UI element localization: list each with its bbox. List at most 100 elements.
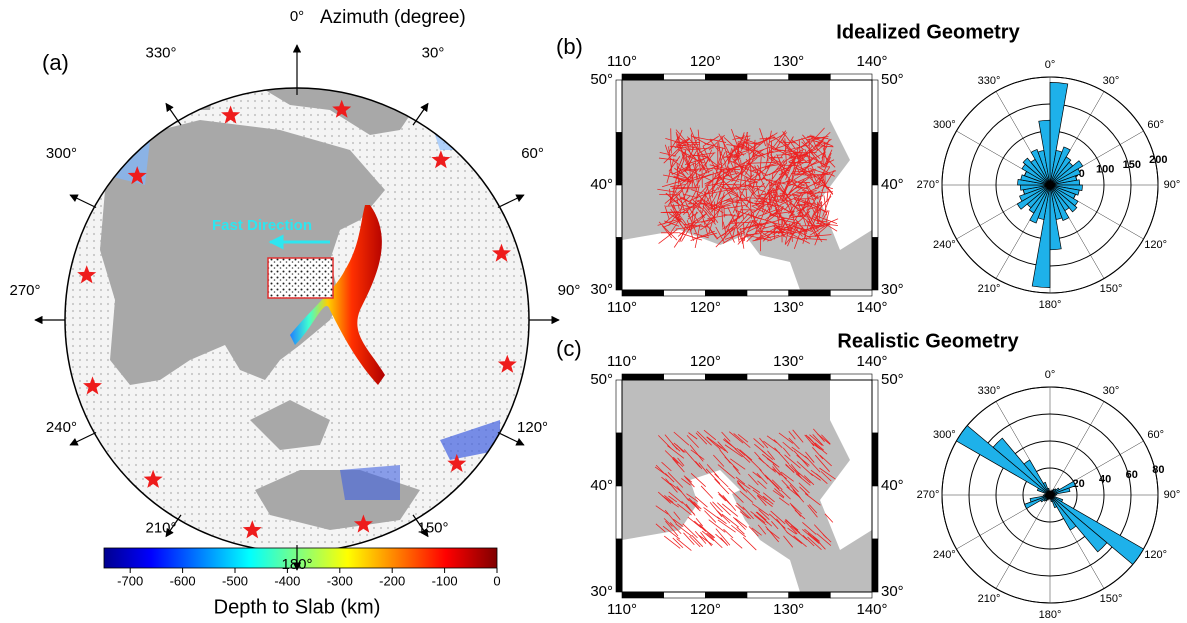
- splitting-bar: [746, 226, 763, 242]
- splitting-bar: [706, 436, 721, 450]
- splitting-bar: [755, 226, 779, 240]
- splitting-bar: [808, 504, 818, 514]
- map-frame: [871, 79, 879, 133]
- splitting-bar: [672, 456, 684, 467]
- colorbar-tick-label: -400: [274, 573, 300, 588]
- splitting-bar: [788, 172, 806, 184]
- splitting-bar: [770, 192, 778, 211]
- splitting-bar: [819, 467, 836, 480]
- splitting-bar: [655, 464, 665, 474]
- splitting-bar: [809, 434, 823, 446]
- splitting-bar: [810, 473, 821, 481]
- splitting-bar: [719, 151, 726, 165]
- splitting-bar: [821, 152, 825, 165]
- splitting-bar: [798, 482, 810, 494]
- splitting-bar: [669, 171, 690, 180]
- splitting-bar: [736, 447, 746, 457]
- splitting-bar: [767, 450, 775, 461]
- splitting-bar: [736, 526, 745, 535]
- splitting-bar: [680, 164, 689, 176]
- rose-petal: [1049, 168, 1081, 186]
- splitting-bar: [661, 495, 679, 508]
- splitting-bar: [796, 205, 809, 212]
- splitting-bar: [788, 153, 806, 163]
- splitting-bar: [821, 434, 831, 445]
- splitting-bar: [683, 179, 692, 200]
- splitting-bar: [759, 437, 769, 449]
- splitting-bar: [675, 143, 700, 147]
- splitting-bar: [762, 495, 774, 505]
- splitting-bar: [814, 145, 834, 148]
- splitting-bar: [693, 185, 700, 209]
- splitting-bar: [686, 147, 714, 151]
- splitting-bar: [732, 465, 741, 475]
- splitting-bar: [718, 147, 727, 164]
- azimuth-label: 60°: [521, 145, 544, 162]
- splitting-bar: [683, 475, 693, 483]
- splitting-bar: [723, 528, 734, 539]
- splitting-bar: [817, 173, 824, 190]
- splitting-bar: [752, 178, 756, 191]
- x-tick-label: 110°: [607, 299, 637, 316]
- splitting-bar: [687, 516, 702, 529]
- panel-label: (c): [556, 336, 582, 361]
- splitting-bar: [764, 474, 780, 490]
- splitting-bar: [811, 442, 821, 450]
- splitting-bar: [681, 478, 691, 486]
- splitting-bar: [704, 211, 717, 225]
- station-star: [127, 166, 147, 185]
- splitting-bar: [697, 144, 714, 155]
- map-frame: [746, 373, 789, 381]
- splitting-bar: [664, 450, 679, 464]
- splitting-bar: [802, 529, 820, 544]
- splitting-bar: [749, 197, 753, 219]
- splitting-bar: [678, 179, 688, 206]
- splitting-bar: [737, 214, 753, 230]
- splitting-bar: [809, 222, 830, 236]
- splitting-bar: [765, 198, 771, 215]
- colorbar-tick-label: 0: [493, 573, 500, 588]
- radial-label: 20: [1072, 478, 1084, 490]
- splitting-bar: [747, 185, 757, 196]
- splitting-bar: [665, 520, 679, 537]
- splitting-bar: [792, 141, 810, 152]
- splitting-bar: [734, 132, 745, 157]
- splitting-bar: [772, 188, 781, 213]
- station-star: [221, 105, 241, 124]
- splitting-bar: [724, 444, 743, 458]
- azimuth-label: 30°: [422, 45, 445, 62]
- map-frame: [746, 289, 789, 297]
- splitting-bar: [803, 153, 827, 167]
- splitting-bar: [689, 189, 715, 202]
- azimuth-arrow: [165, 102, 182, 126]
- splitting-bar: [768, 162, 787, 176]
- splitting-bar: [752, 234, 780, 242]
- x-tick-label: 140°: [856, 53, 887, 70]
- splitting-bar: [689, 190, 697, 204]
- splitting-bar: [802, 535, 815, 547]
- splitting-bar: [726, 144, 744, 148]
- splitting-bar: [695, 460, 703, 470]
- splitting-bar: [658, 229, 678, 244]
- splitting-bar: [667, 472, 684, 488]
- rose-petal: [1049, 494, 1145, 565]
- splitting-bar: [792, 224, 803, 237]
- splitting-bar: [668, 156, 680, 165]
- map-frame: [615, 132, 623, 186]
- splitting-bar: [780, 194, 802, 206]
- splitting-bar: [725, 150, 741, 159]
- angle-label: 180°: [1039, 299, 1062, 311]
- splitting-bar: [669, 145, 691, 149]
- splitting-bar: [783, 535, 794, 548]
- splitting-bar: [792, 429, 804, 443]
- colorbar-tick-label: -600: [170, 573, 196, 588]
- splitting-bar: [782, 139, 800, 160]
- splitting-bar: [779, 193, 801, 197]
- azimuth-label: 330°: [145, 45, 176, 62]
- map-frame: [615, 79, 623, 133]
- splitting-bar: [668, 217, 681, 236]
- splitting-bar: [796, 197, 810, 218]
- colorbar-label: Depth to Slab (km): [214, 596, 381, 618]
- splitting-bar: [790, 214, 808, 219]
